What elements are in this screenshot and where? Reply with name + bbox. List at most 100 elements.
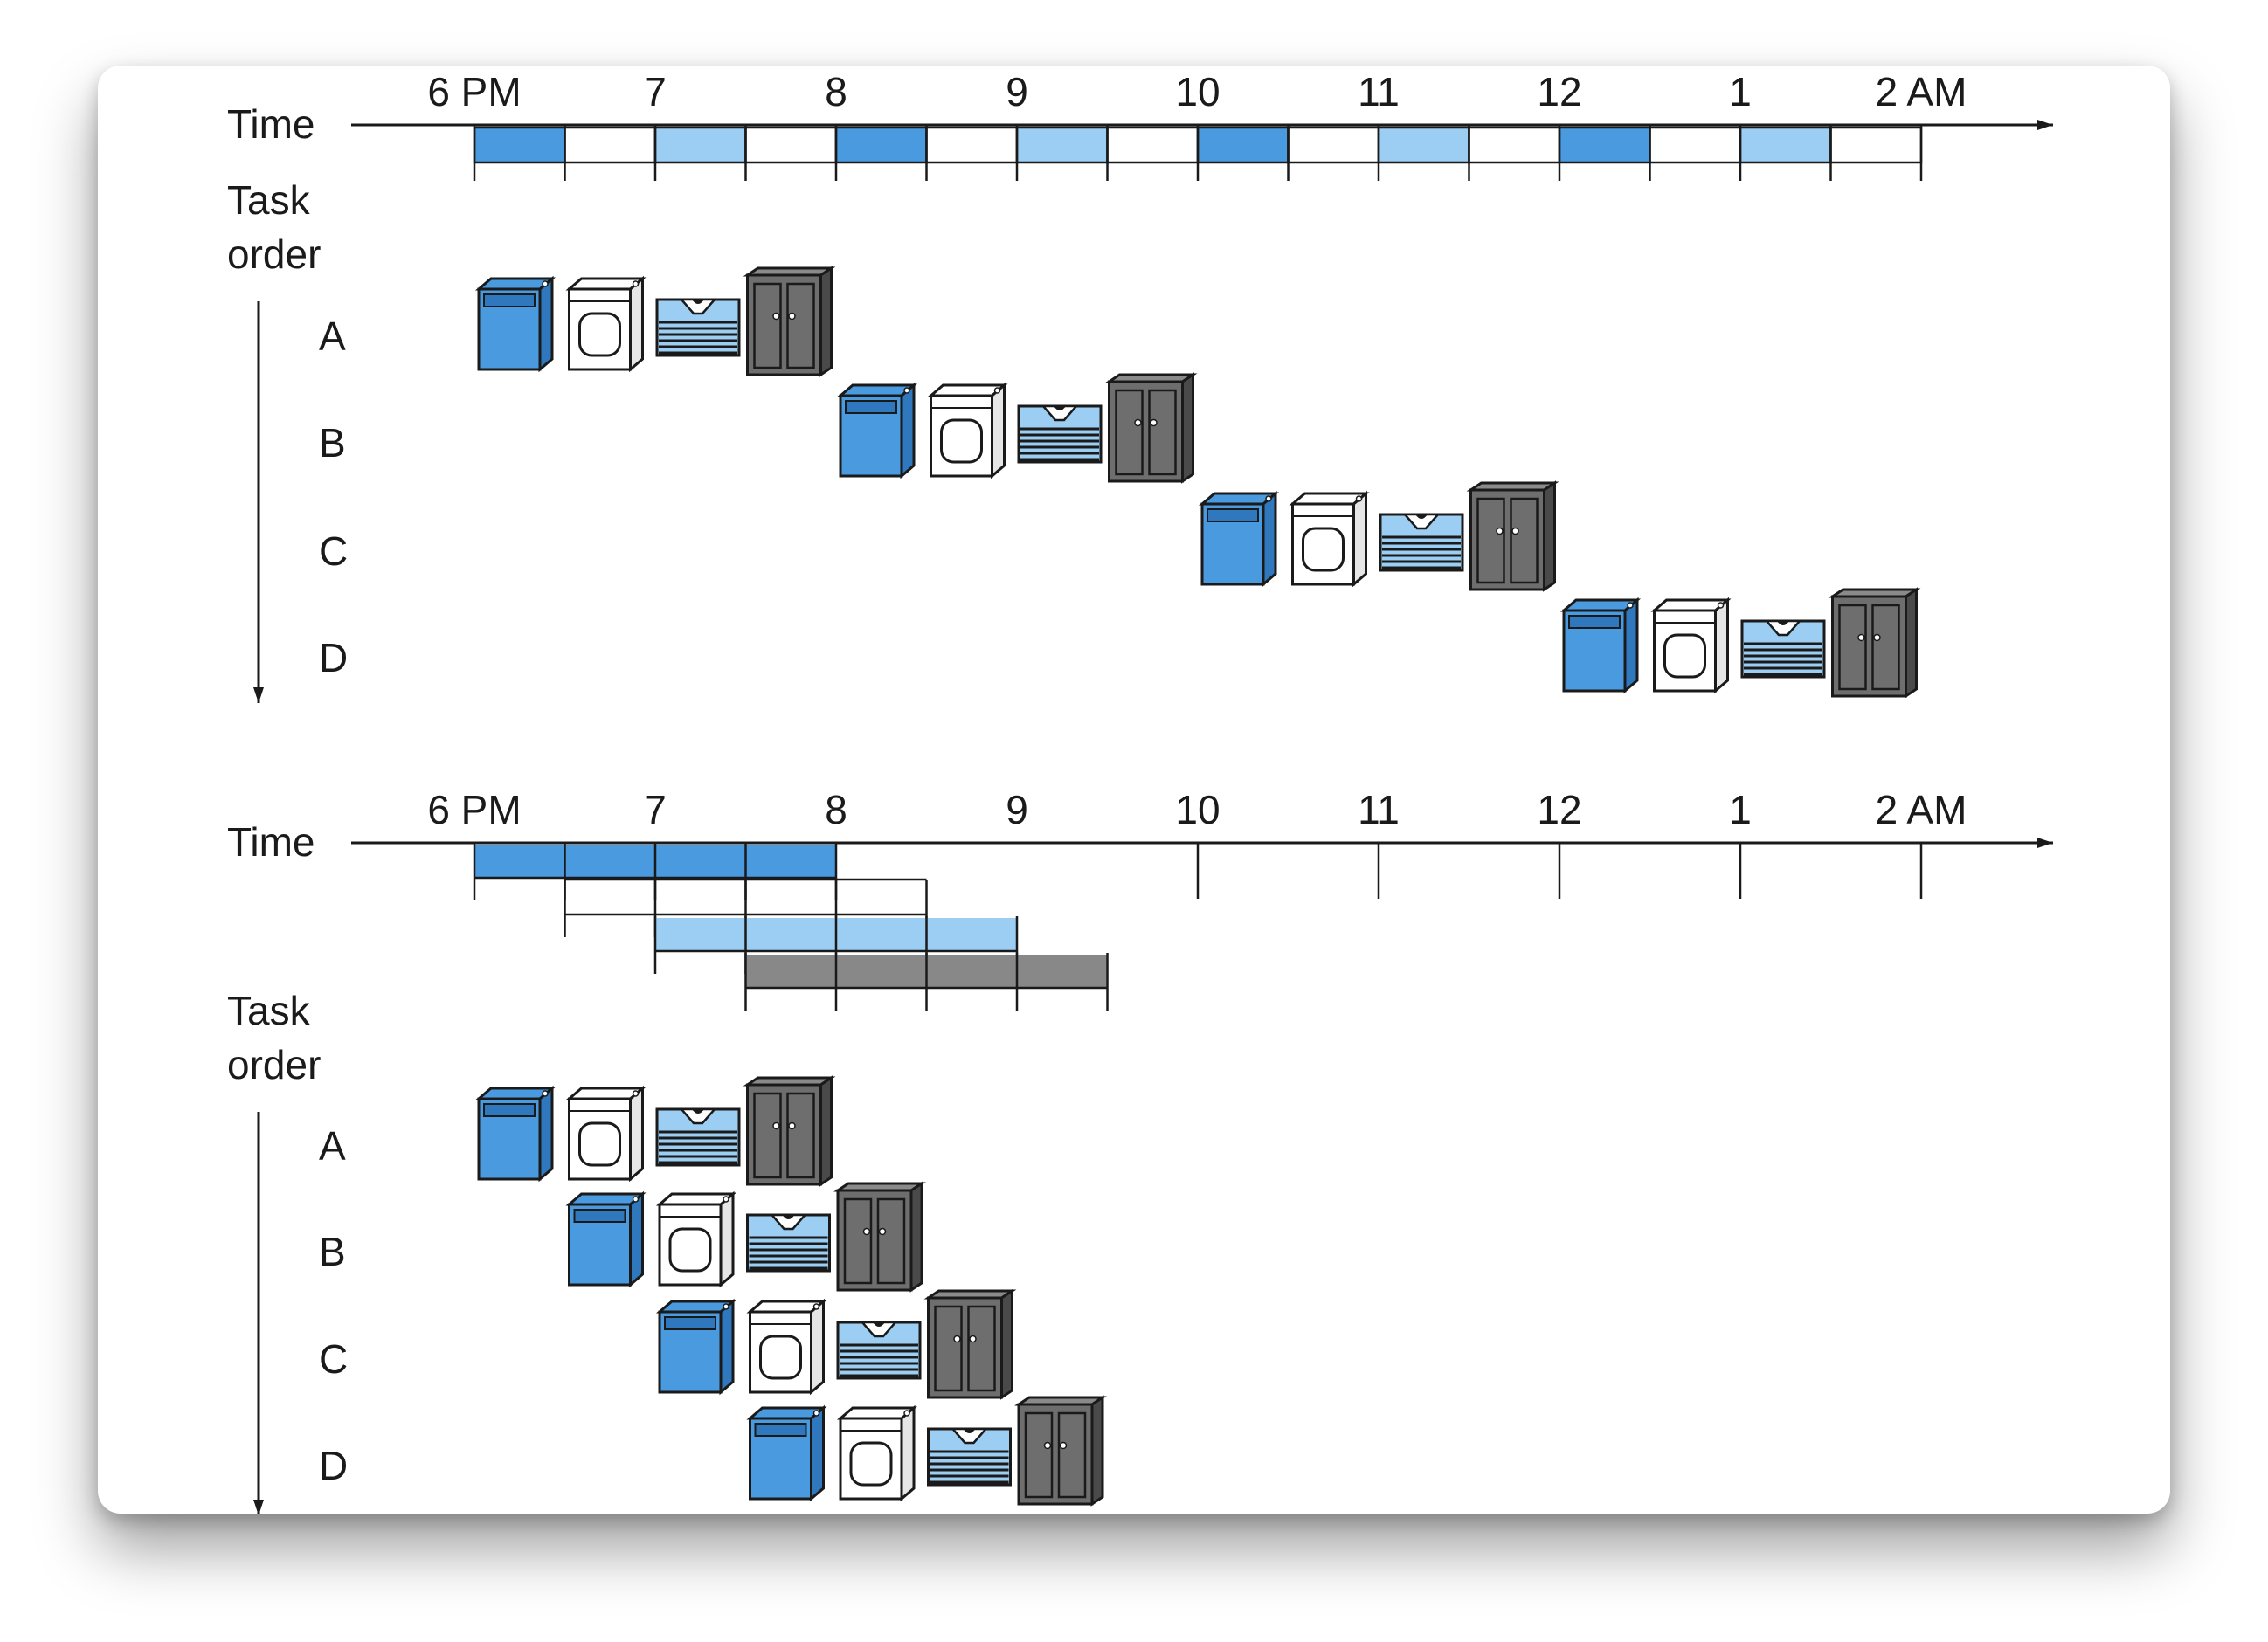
cabinet-icon [743, 266, 836, 377]
dryer-knob [723, 1196, 729, 1203]
cabinet-knob-left [1043, 1441, 1052, 1450]
washer-side [538, 1085, 554, 1183]
pipelined-task-label: D [319, 1443, 348, 1488]
pipelined-task-row-a: A [319, 1075, 836, 1187]
sequential-time-arrow-head [2037, 120, 2053, 130]
washer-side [629, 1190, 644, 1288]
dryer-side [1352, 490, 1367, 588]
cabinet-side [819, 1075, 833, 1187]
washer-side [538, 275, 554, 373]
dryer-knob [903, 1410, 910, 1417]
pipelined-tick-label: 9 [1006, 787, 1028, 832]
sequential-task-label: A [319, 314, 346, 359]
sequential-task-row-a: A [319, 266, 836, 377]
cabinet-knob-right [1059, 1441, 1068, 1450]
dryer-side [629, 275, 644, 373]
cabinet-knob-right [1873, 633, 1881, 642]
sequential-time-axis: Time 6 PM 7 8 9 10 11 12 1 2 AM [227, 69, 2053, 147]
task-load-icons [746, 1395, 1107, 1507]
cabinet-knob-left [1496, 527, 1504, 535]
sequential-tick-label: 2 AM [1876, 69, 1967, 114]
pipelined-task-order-label: Task [227, 988, 311, 1033]
cabinet-knob-left [1857, 633, 1865, 642]
cabinet-side [1090, 1395, 1104, 1507]
dryer-knob [632, 280, 640, 287]
dryer-side [900, 1404, 916, 1502]
timeline-segment [1829, 126, 1923, 164]
pipelined-stage-bars [473, 843, 1923, 1011]
task-load-icons [474, 1075, 836, 1187]
cabinet-icon [923, 1288, 1017, 1400]
folded-shirt-icon [655, 1107, 741, 1167]
washer-knob [723, 1303, 729, 1310]
dryer-door [1663, 633, 1706, 679]
sequential-task-order-arrow [253, 301, 264, 703]
cabinet-icon [1104, 372, 1198, 484]
dryer-door [849, 1441, 893, 1487]
washer-side [810, 1404, 825, 1502]
washer-panel [483, 1103, 536, 1117]
timeline-segment [1739, 126, 1832, 164]
folded-shirt-icon [1379, 513, 1464, 572]
washer-panel [573, 1209, 626, 1223]
washer-panel [483, 293, 536, 307]
sequential-task-order-label: Task [227, 177, 311, 223]
cabinet-door-right [786, 1092, 815, 1179]
washer-knob [1627, 602, 1634, 609]
timeline-segment [1649, 126, 1742, 164]
cabinet-knob-right [788, 312, 796, 321]
dryer-side [810, 1298, 825, 1396]
sequential-tick-label: 10 [1175, 69, 1220, 114]
washer-knob [903, 387, 910, 394]
folded-shirt-icon [655, 298, 741, 357]
timeline-segment [1287, 126, 1380, 164]
pipelined-tick-label: 7 [644, 787, 667, 832]
timeline-segment [1196, 126, 1290, 164]
dryer-door [668, 1227, 712, 1273]
cabinet-icon [1828, 587, 1921, 699]
cabinet-knob-right [969, 1335, 977, 1343]
sequential-time-arrow [351, 120, 2053, 130]
cabinet-knob-right [1150, 418, 1158, 427]
shirt-neck [692, 1109, 704, 1114]
washer-icon [746, 1404, 827, 1502]
timeline-segment [925, 126, 1019, 164]
cabinet-door-right [1510, 497, 1539, 584]
cabinet-side [1000, 1288, 1013, 1400]
cabinet-door-left [753, 282, 782, 369]
cabinet-icon [1014, 1395, 1107, 1507]
timeline-segment [1106, 126, 1200, 164]
folded-shirt-icon [1017, 404, 1103, 464]
pipelined-time-axis: Time 6 PM 7 8 9 10 11 12 1 2 AM [227, 787, 2053, 865]
pipelined-time-arrow [351, 838, 2053, 848]
cabinet-knob-left [772, 1121, 780, 1130]
washer-panel [1207, 508, 1259, 522]
sequential-timeline-strip [473, 125, 1923, 181]
timeline-segment [1377, 126, 1470, 164]
folded-shirt-icon [746, 1213, 831, 1273]
dryer-icon [565, 275, 647, 373]
cabinet-side [819, 266, 833, 377]
dryer-door [578, 312, 621, 357]
washer-side [900, 382, 916, 479]
sequential-task-label: B [319, 420, 346, 466]
cabinet-side [1181, 372, 1194, 484]
washer-side [719, 1298, 735, 1396]
sequential-tick-label: 7 [644, 69, 667, 114]
washer-knob [812, 1410, 820, 1417]
sequential-task-label: D [319, 635, 348, 680]
dryer-door [940, 418, 983, 464]
timeline-segment [564, 126, 657, 164]
cabinet-side [1543, 480, 1556, 592]
washer-icon [474, 275, 557, 373]
pipelined-task-label: C [319, 1336, 348, 1382]
dryer-knob [993, 387, 1001, 394]
dryer-icon [746, 1298, 827, 1396]
timeline-segment [653, 126, 747, 164]
washer-side [1262, 490, 1277, 588]
shirt-neck [1777, 621, 1789, 625]
pipelined-task-label: A [319, 1123, 346, 1169]
washer-panel [664, 1316, 716, 1330]
pipelined-task-row-d: D [319, 1395, 1107, 1507]
washer-icon [1198, 490, 1280, 588]
